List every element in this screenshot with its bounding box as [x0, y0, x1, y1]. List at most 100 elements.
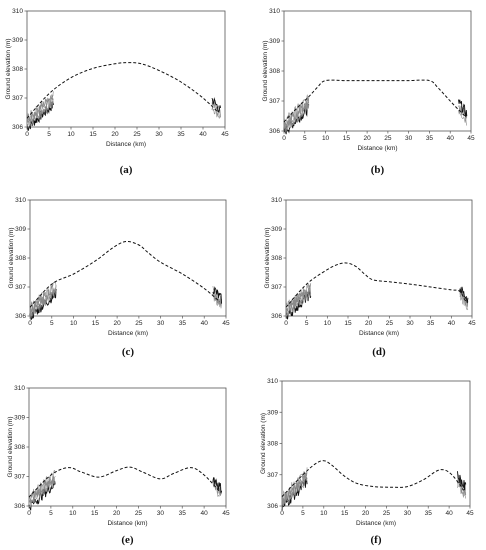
observed-line — [29, 281, 57, 311]
y-tick-label: 308 — [271, 255, 282, 262]
elevation-profile-line — [28, 466, 220, 498]
x-tick-label: 15 — [341, 510, 349, 517]
x-tick-label: 10 — [70, 320, 78, 327]
x-tick-label: 40 — [445, 510, 453, 517]
x-tick-label: 15 — [92, 320, 100, 327]
x-tick-label: 40 — [447, 135, 455, 142]
y-tick-label: 310 — [14, 385, 25, 392]
x-tick-label: 0 — [25, 131, 29, 138]
x-tick-label: 5 — [47, 131, 51, 138]
x-tick-label: 30 — [157, 320, 165, 327]
y-axis-label: Ground elevation (m) — [5, 38, 12, 99]
x-tick-label: 30 — [405, 135, 413, 142]
x-tick-label: 0 — [28, 320, 32, 327]
y-tick-label: 307 — [269, 98, 280, 105]
x-tick-label: 5 — [305, 320, 309, 327]
y-axis-label: Ground elevation (m) — [264, 227, 271, 288]
observed-data-band — [29, 281, 223, 321]
elevation-profile-line — [283, 79, 466, 123]
observed-line — [458, 99, 468, 117]
observed-line — [212, 286, 223, 304]
x-tick-label: 10 — [320, 510, 328, 517]
x-tick-label: 15 — [91, 510, 99, 517]
x-tick-label: 30 — [404, 510, 412, 517]
observed-line — [457, 480, 467, 496]
x-tick-label: 35 — [179, 510, 187, 517]
y-tick-label: 310 — [269, 8, 280, 15]
x-tick-label: 10 — [324, 320, 332, 327]
y-tick-label: 309 — [267, 409, 278, 416]
y-tick-label: 309 — [14, 415, 25, 422]
plot-frame — [285, 199, 473, 317]
observed-data-band — [281, 467, 467, 511]
y-tick-label: 306 — [267, 503, 278, 510]
x-axis-label: Distance (km) — [108, 330, 148, 337]
chart-panel: 0 5 10 15 20 25 30 35 40 45 306 307 308 309 310 Distanc… — [260, 378, 474, 546]
x-tick-label: 45 — [467, 135, 475, 142]
elevation-profile-line — [29, 240, 220, 308]
observed-line — [283, 100, 310, 130]
x-axis-label: Distance (km) — [359, 330, 399, 337]
x-tick-label: 0 — [280, 510, 284, 517]
x-tick-label: 45 — [466, 510, 474, 517]
x-axis-label: Distance (km) — [107, 520, 147, 527]
x-tick-label: 10 — [322, 135, 330, 142]
x-tick-label: 20 — [111, 131, 119, 138]
y-tick-label: 308 — [14, 444, 25, 451]
plot-frame — [26, 10, 226, 128]
y-tick-label: 308 — [269, 68, 280, 75]
x-tick-label: 45 — [221, 131, 229, 138]
y-tick-label: 308 — [267, 441, 278, 448]
plot-frame — [28, 387, 227, 507]
x-tick-label: 25 — [135, 320, 143, 327]
y-tick-label: 307 — [12, 95, 23, 102]
x-tick-label: 20 — [365, 320, 373, 327]
x-tick-label: 25 — [386, 320, 394, 327]
observed-line — [26, 91, 54, 122]
x-tick-label: 40 — [448, 320, 456, 327]
y-tick-label: 307 — [271, 284, 282, 291]
x-tick-label: 5 — [301, 510, 305, 517]
panel-label: (f) — [371, 534, 382, 546]
x-tick-label: 15 — [344, 320, 352, 327]
chart-panel: 0 5 10 15 20 25 30 35 40 45 306 307 308 309 310 Distanc… — [7, 385, 230, 546]
x-tick-label: 25 — [383, 510, 391, 517]
observed-line — [285, 282, 312, 308]
y-tick-label: 310 — [12, 8, 23, 15]
x-tick-label: 20 — [113, 320, 121, 327]
y-tick-label: 306 — [14, 503, 25, 510]
panel-label: (a) — [120, 164, 133, 176]
y-tick-label: 309 — [269, 38, 280, 45]
elevation-profile-line — [281, 460, 465, 497]
x-tick-label: 40 — [200, 510, 208, 517]
observed-line — [281, 467, 308, 502]
x-tick-label: 40 — [199, 131, 207, 138]
y-tick-label: 310 — [15, 197, 26, 204]
y-tick-label: 307 — [15, 284, 26, 291]
elevation-profile-line — [285, 262, 467, 308]
observed-data-band — [285, 282, 469, 320]
y-tick-label: 306 — [271, 313, 282, 320]
x-tick-label: 10 — [69, 510, 77, 517]
plot-frame — [29, 199, 227, 317]
x-tick-label: 25 — [135, 510, 143, 517]
observed-data-band — [283, 94, 468, 135]
plot-frame — [283, 10, 472, 132]
y-tick-label: 307 — [267, 472, 278, 479]
y-tick-label: 306 — [15, 313, 26, 320]
x-tick-label: 0 — [284, 320, 288, 327]
x-tick-label: 35 — [179, 320, 187, 327]
x-tick-label: 10 — [67, 131, 75, 138]
observed-line — [28, 480, 56, 511]
x-tick-label: 45 — [222, 320, 230, 327]
x-axis-label: Distance (km) — [106, 141, 146, 148]
observed-line — [283, 96, 310, 128]
x-tick-label: 15 — [89, 131, 97, 138]
observed-data-band — [28, 470, 223, 511]
x-tick-label: 30 — [155, 131, 163, 138]
y-tick-label: 307 — [14, 474, 25, 481]
x-tick-label: 45 — [468, 320, 476, 327]
x-tick-label: 20 — [362, 510, 370, 517]
x-tick-label: 25 — [133, 131, 141, 138]
x-tick-label: 35 — [426, 135, 434, 142]
